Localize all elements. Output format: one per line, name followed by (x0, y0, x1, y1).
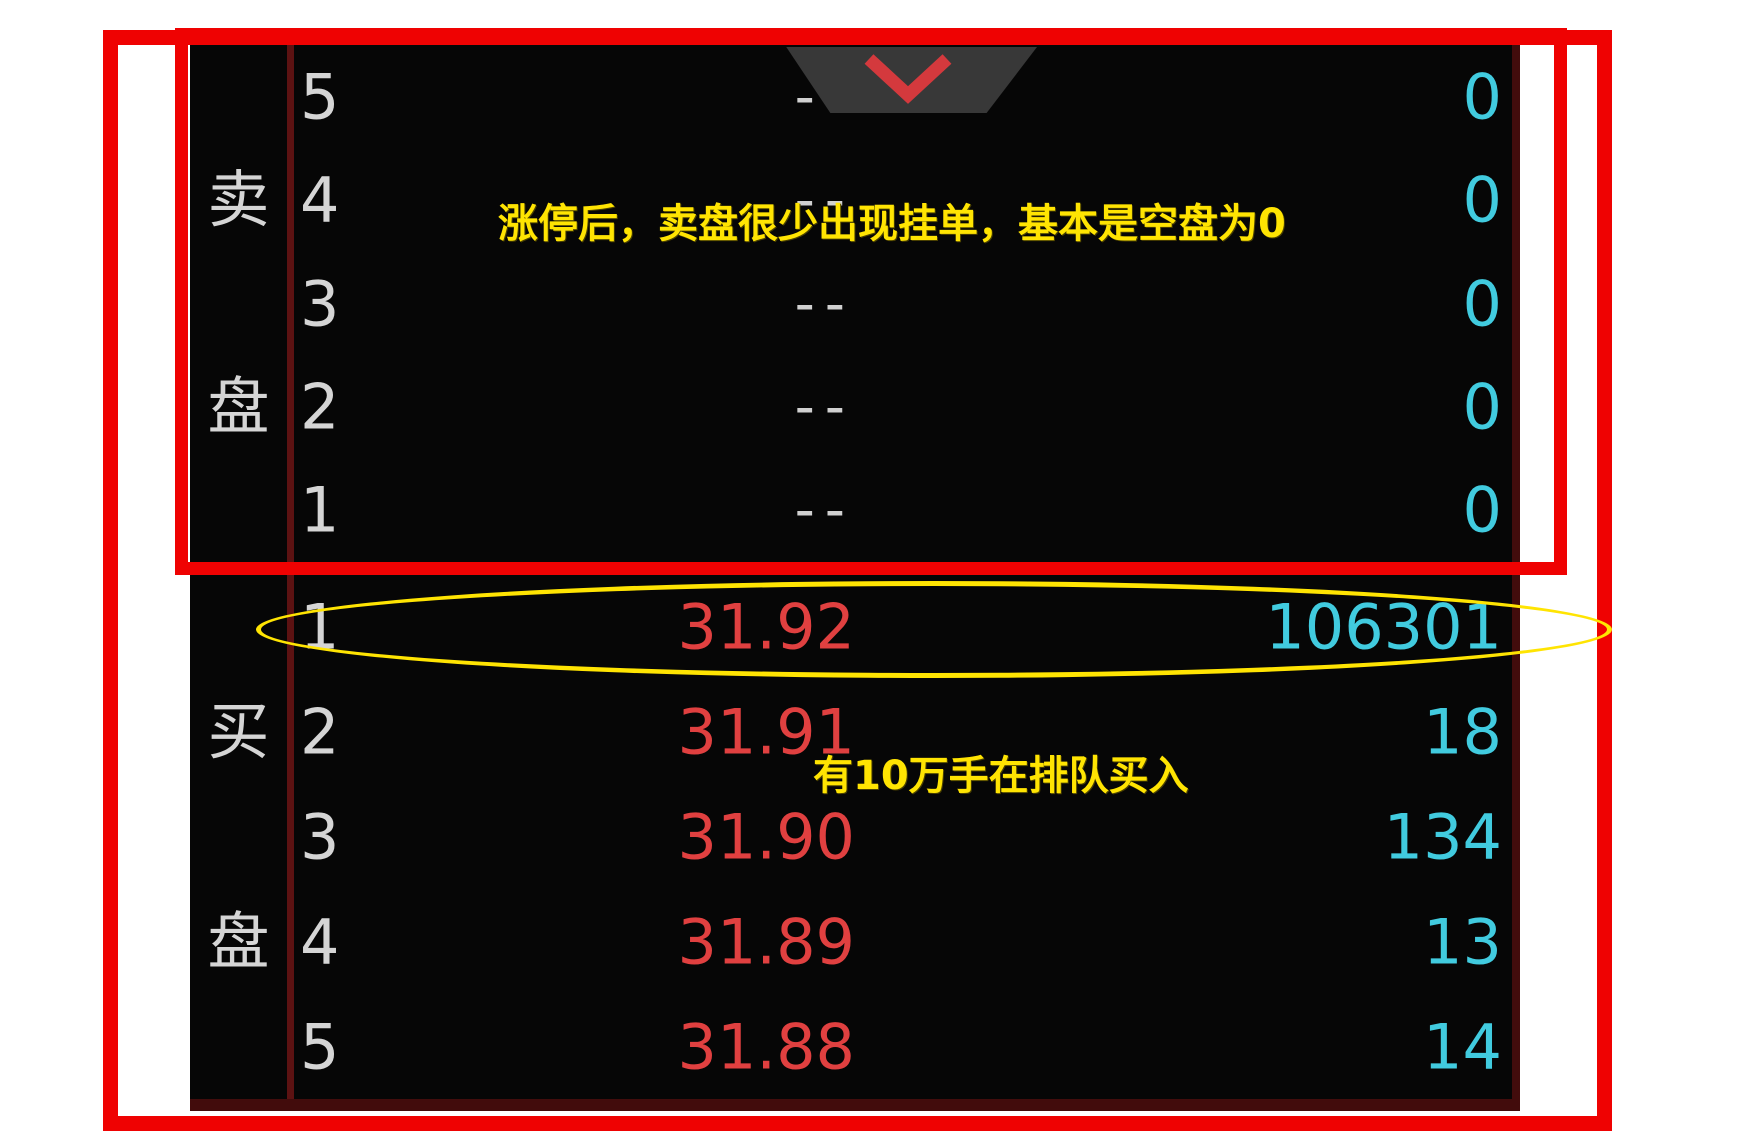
volume-value: 14 (1423, 1010, 1502, 1084)
sell-side-char-2: 盘 (207, 369, 270, 443)
sell-row-3[interactable]: 3 -- 0 (294, 252, 1512, 355)
buy-row-5[interactable]: 5 31.88 14 (294, 994, 1512, 1099)
level-number: 5 (300, 1010, 340, 1084)
buy-side-char-2: 盘 (207, 904, 270, 978)
column-divider (287, 575, 294, 1099)
buy-row-2[interactable]: 2 31.91 18 (294, 680, 1512, 785)
volume-value: 0 (1462, 267, 1502, 341)
sell-side-label-column: 卖 盘 (190, 45, 287, 562)
column-divider (287, 45, 294, 562)
price-placeholder: -- (794, 167, 855, 233)
volume-value: 106301 (1265, 590, 1502, 664)
buy-rows: 1 31.92 106301 2 31.91 18 3 31.90 134 4 … (294, 575, 1512, 1099)
volume-value: 13 (1423, 905, 1502, 979)
level-number: 2 (300, 695, 340, 769)
level-number: 1 (300, 590, 340, 664)
buy-side-char-1: 买 (207, 695, 270, 769)
volume-value: 0 (1462, 60, 1502, 134)
sell-row-2[interactable]: 2 -- 0 (294, 355, 1512, 458)
buy-row-1[interactable]: 1 31.92 106301 (294, 575, 1512, 680)
volume-value: 0 (1462, 163, 1502, 237)
level-number: 3 (300, 267, 340, 341)
level-number: 3 (300, 800, 340, 874)
level-number: 2 (300, 370, 340, 444)
buy-order-panel: 买 盘 1 31.92 106301 2 31.91 18 3 31.90 13… (190, 575, 1520, 1111)
price-placeholder: -- (294, 64, 855, 129)
price-value: 31.89 (677, 905, 856, 979)
sell-row-1[interactable]: 1 -- 0 (294, 459, 1512, 562)
sell-side-char-1: 卖 (207, 163, 270, 237)
price-value: 31.88 (677, 1010, 856, 1084)
buy-row-4[interactable]: 4 31.89 13 (294, 889, 1512, 994)
sell-rows: 5 -- 0 4 -- 0 3 -- 0 2 -- 0 1 -- (294, 45, 1512, 562)
buy-row-3[interactable]: 3 31.90 134 (294, 785, 1512, 890)
price-value: 31.90 (677, 800, 856, 874)
price-value: 31.91 (677, 695, 856, 769)
volume-value: 134 (1383, 800, 1502, 874)
price-value: 31.92 (677, 590, 856, 664)
price-placeholder: -- (794, 271, 855, 337)
level-number: 4 (300, 905, 340, 979)
volume-value: 0 (1462, 473, 1502, 547)
level-number: 1 (300, 473, 340, 547)
level-number: 5 (300, 60, 340, 134)
volume-value: 0 (1462, 370, 1502, 444)
sell-row-4[interactable]: 4 -- 0 (294, 148, 1512, 251)
volume-value: 18 (1423, 695, 1502, 769)
sell-order-panel: 卖 盘 5 -- 0 4 -- 0 3 -- 0 2 -- 0 (190, 45, 1520, 562)
price-placeholder: -- (794, 477, 855, 543)
price-placeholder: -- (794, 374, 855, 440)
level-number: 4 (300, 163, 340, 237)
buy-side-label-column: 买 盘 (190, 575, 287, 1099)
